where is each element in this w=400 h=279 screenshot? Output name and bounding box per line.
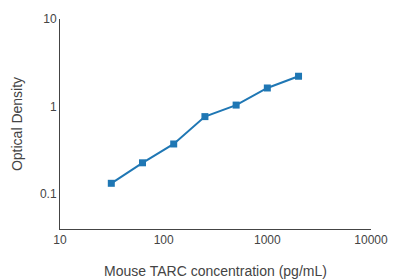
svg-text:1: 1 (50, 100, 57, 114)
svg-text:10: 10 (43, 12, 57, 26)
svg-text:10: 10 (53, 233, 67, 247)
svg-text:0.1: 0.1 (40, 187, 57, 201)
svg-text:10000: 10000 (354, 233, 388, 247)
svg-text:Mouse TARC concentration (pg/m: Mouse TARC concentration (pg/mL) (104, 263, 327, 279)
svg-text:100: 100 (154, 233, 174, 247)
svg-text:1000: 1000 (254, 233, 281, 247)
svg-text:Optical Density: Optical Density (9, 77, 25, 171)
